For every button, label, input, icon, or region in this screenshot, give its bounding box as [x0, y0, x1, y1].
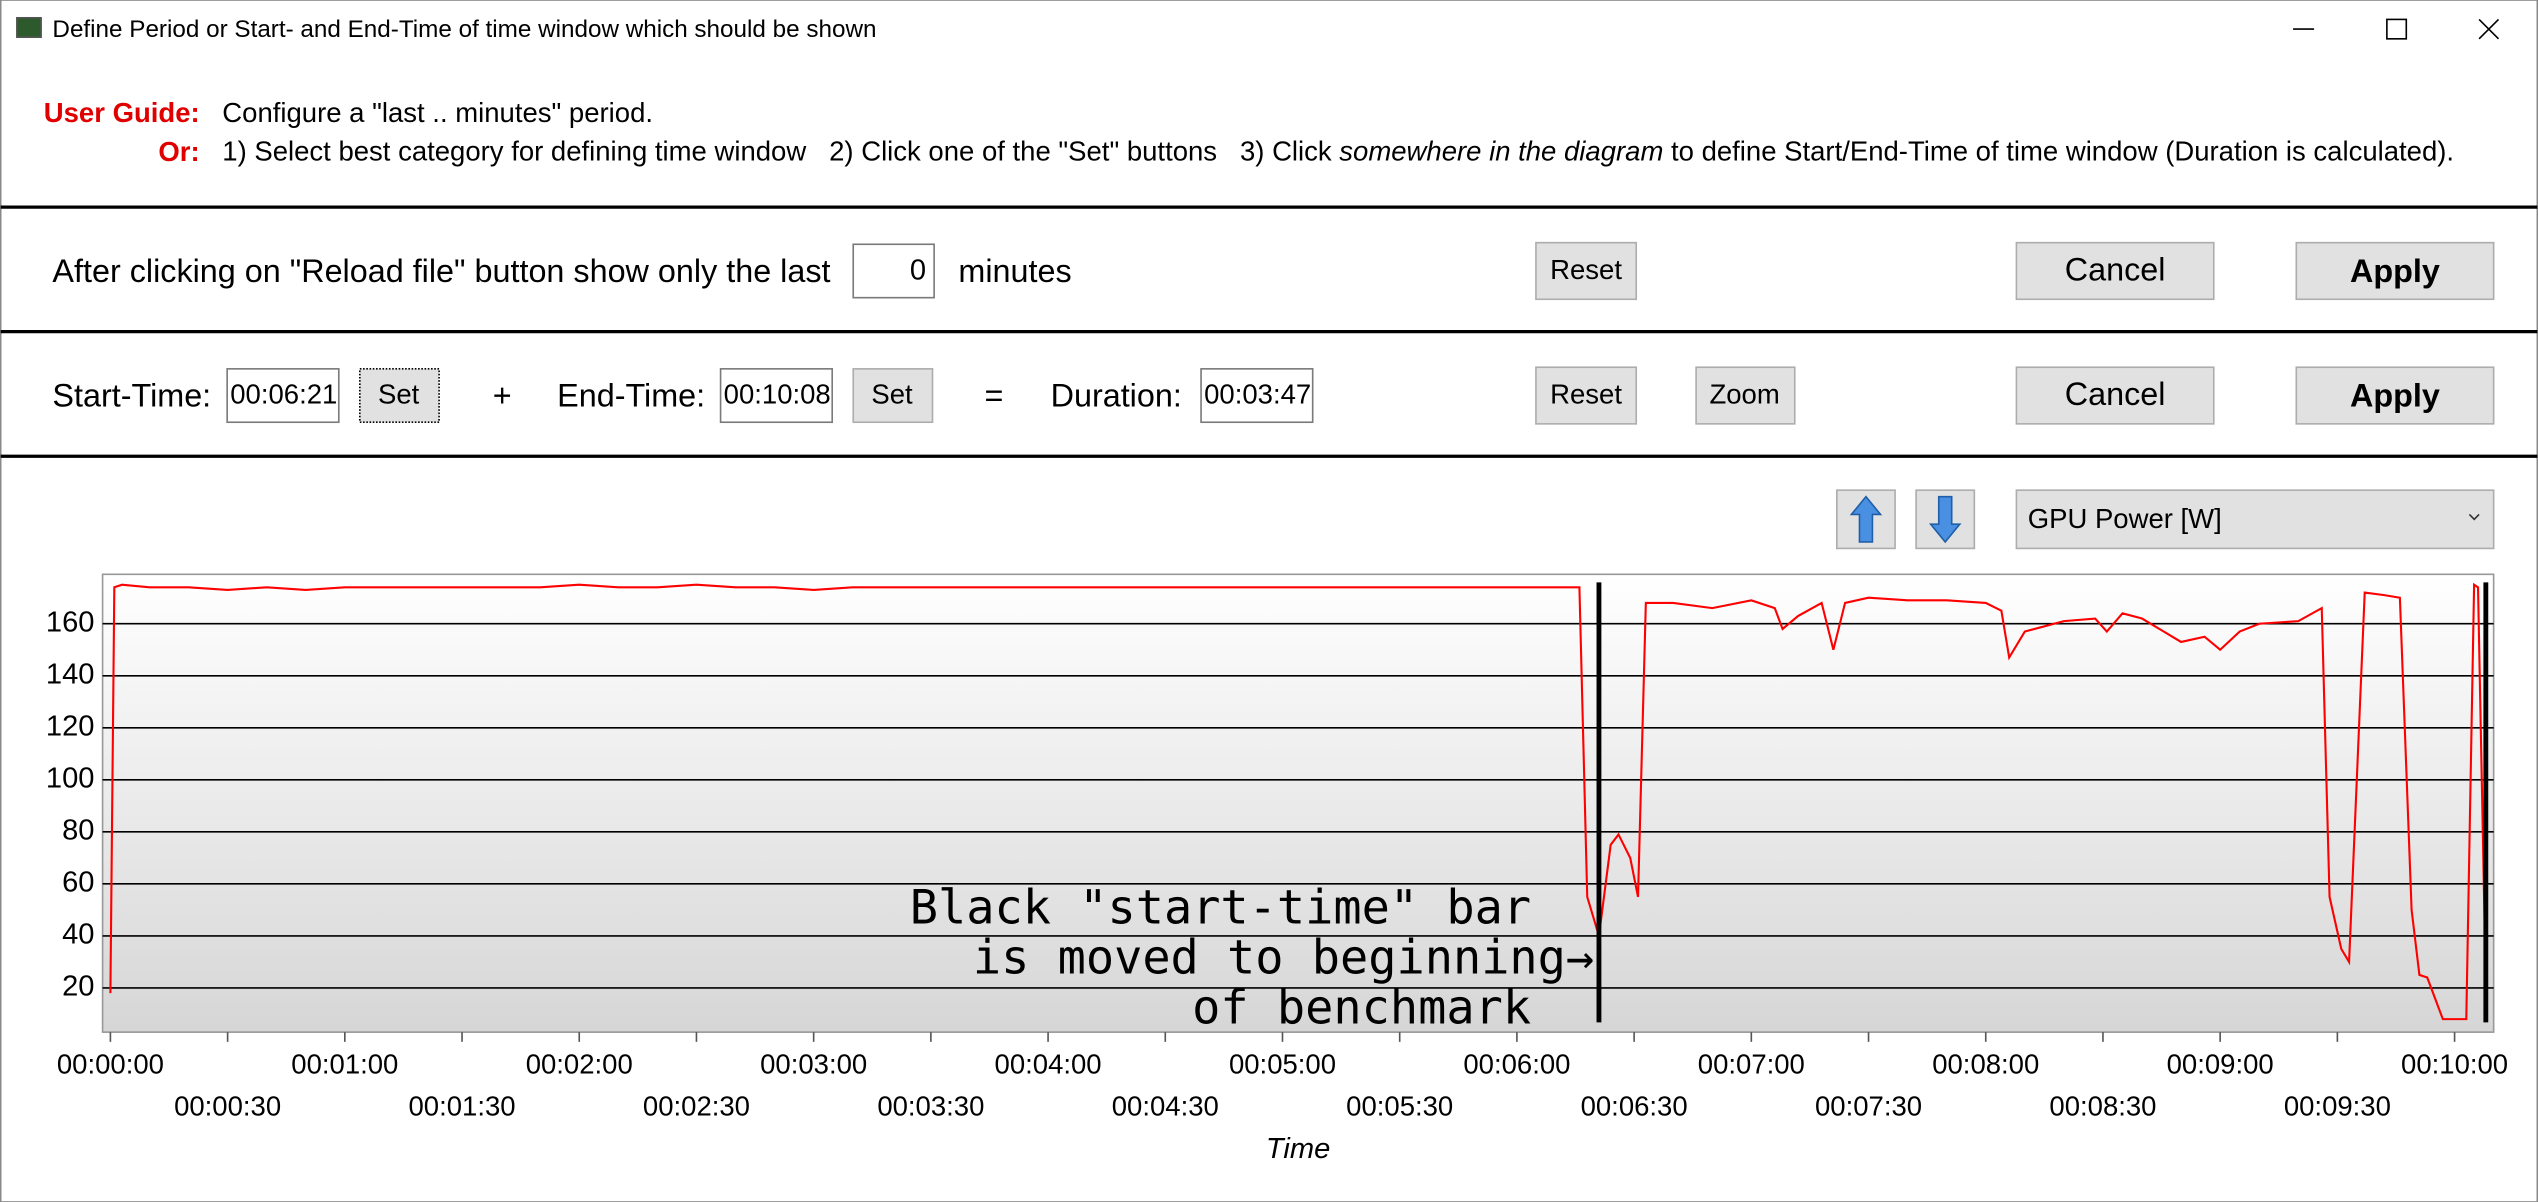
x-tick-label: 00:07:30 — [1815, 1090, 1922, 1121]
button-label: Zoom — [1709, 379, 1779, 410]
y-tick-label: 80 — [62, 815, 94, 847]
x-tick-label: 00:02:00 — [526, 1048, 633, 1079]
button-label: Apply — [2350, 378, 2440, 414]
guide-text: 1) Select best category for defining tim… — [222, 136, 2454, 167]
x-tick-label: 00:08:00 — [1932, 1048, 2039, 1079]
annotation: is moved to beginning→ — [973, 930, 1594, 985]
dropdown-value: GPU Power [W] — [2028, 503, 2222, 534]
start-input[interactable] — [226, 368, 340, 424]
y-tick-label: 40 — [62, 919, 94, 951]
cancel-button[interactable] — [2015, 366, 2215, 425]
button-label: Cancel — [2065, 376, 2166, 412]
apply-button[interactable] — [2295, 366, 2495, 425]
x-tick-label: 00:03:30 — [877, 1090, 984, 1121]
x-axis-label: Time — [1266, 1133, 1330, 1165]
guide-label: Or: — [158, 136, 199, 167]
x-tick-label: 00:03:00 — [760, 1048, 867, 1079]
button-label: Apply — [2350, 253, 2440, 289]
y-tick-label: 140 — [46, 658, 95, 690]
annotation: of benchmark — [1192, 981, 1531, 1036]
guide-part: somewhere in the diagram — [1339, 136, 1663, 167]
x-tick-label: 00:05:30 — [1346, 1090, 1453, 1121]
equals-sign: = — [985, 378, 1004, 414]
y-tick-label: 20 — [62, 971, 94, 1003]
dropdown-chevron — [2468, 513, 2480, 521]
x-tick-label: 00:06:30 — [1581, 1090, 1688, 1121]
x-tick-label: 00:06:00 — [1463, 1048, 1570, 1079]
x-tick-label: 00:01:00 — [291, 1048, 398, 1079]
cancel-button[interactable] — [2015, 241, 2215, 301]
x-tick-label: 00:10:00 — [2401, 1048, 2508, 1079]
button-label: Set — [378, 379, 420, 410]
duration-input[interactable] — [1200, 368, 1314, 424]
chart: 20 40 60 80 100 120 140 160 00:00:00 00:00:30 00:0… — [46, 573, 2508, 1165]
button-label: Reset — [1550, 254, 1622, 285]
end-set-button[interactable] — [852, 368, 934, 424]
plot-area — [101, 573, 2495, 1033]
start-value: 00:06:21 — [230, 379, 337, 410]
y-tick-label: 100 — [46, 762, 95, 794]
period-text: After clicking on "Reload file" button s… — [52, 253, 830, 289]
minutes-input[interactable] — [852, 243, 935, 299]
minutes-value: 0 — [910, 254, 926, 286]
button-label: Cancel — [2065, 251, 2166, 287]
y-tick-label: 60 — [62, 867, 94, 899]
x-tick-label: 00:04:00 — [995, 1048, 1102, 1079]
x-tick-label: 00:00:00 — [57, 1048, 164, 1079]
end-value: 00:10:08 — [724, 379, 831, 410]
button-label: Reset — [1550, 379, 1622, 410]
start-set-button[interactable] — [359, 368, 440, 424]
x-tick-label: 00:07:00 — [1698, 1048, 1805, 1079]
x-tick-label: 00:02:30 — [643, 1090, 750, 1121]
end-input[interactable] — [719, 368, 834, 424]
guide-part: to define Start/End-Time of time window … — [1663, 136, 2454, 167]
x-tick-label: 00:01:30 — [409, 1090, 516, 1121]
up-arrow-icon — [1849, 495, 1883, 543]
reset-button[interactable] — [1535, 241, 1638, 301]
x-tick-label: 00:08:30 — [2049, 1090, 2156, 1121]
x-tick-label: 00:05:00 — [1229, 1048, 1336, 1079]
close-button[interactable] — [2478, 18, 2500, 40]
minutes-unit: minutes — [958, 253, 1071, 289]
button-label: Set — [871, 379, 913, 410]
down-arrow-icon — [1928, 495, 1962, 544]
annotation: Black "start-time" bar — [910, 880, 1531, 935]
data-line — [109, 582, 2487, 1021]
guide-label: User Guide: — [44, 97, 200, 128]
apply-button[interactable] — [2295, 241, 2495, 301]
y-tick-label: 160 — [46, 606, 95, 638]
zoom-button[interactable] — [1695, 366, 1796, 425]
x-tick-label: 00:04:30 — [1112, 1090, 1219, 1121]
window-title: Define Period or Start- and End-Time of … — [52, 16, 876, 43]
guide-text: Configure a "last .. minutes" period. — [222, 97, 653, 128]
x-tick-label: 00:00:30 — [174, 1090, 281, 1121]
duration-value: 00:03:47 — [1204, 379, 1311, 410]
start-label: Start-Time: — [52, 378, 211, 414]
series-dropdown[interactable] — [2015, 489, 2495, 550]
x-tick-label: 00:09:30 — [2284, 1090, 2391, 1121]
maximize-button[interactable] — [2386, 18, 2408, 40]
reset-button[interactable] — [1535, 366, 1638, 425]
y-tick-label: 120 — [46, 710, 95, 742]
duration-label: Duration: — [1051, 378, 1182, 414]
guide-part: 1) Select best category for defining tim… — [222, 136, 1339, 167]
plus-sign: + — [493, 378, 512, 414]
end-label: End-Time: — [557, 378, 705, 414]
app-icon — [16, 16, 42, 39]
x-tick-label: 00:09:00 — [2167, 1048, 2274, 1079]
